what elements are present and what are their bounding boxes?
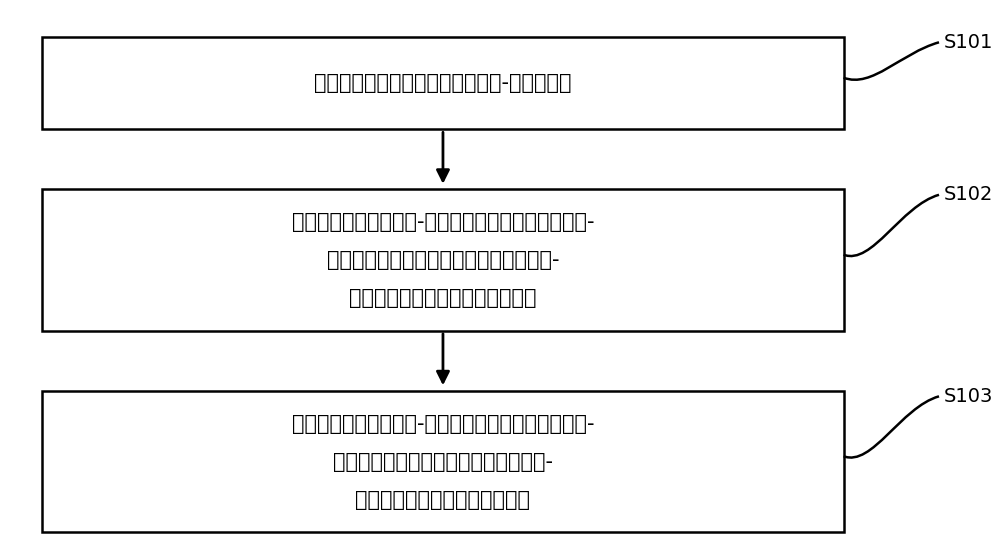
Bar	[42, 391, 844, 533]
Text: S102: S102	[944, 185, 993, 204]
Text: 组件映射关系以预设元结构存储: 组件映射关系以预设元结构存储	[355, 490, 530, 510]
Text: 基于获取的全堆芯棒束-子通道数据，构建堆芯级组件-: 基于获取的全堆芯棒束-子通道数据，构建堆芯级组件-	[292, 414, 594, 434]
Text: S101: S101	[944, 33, 993, 52]
Text: 获取待构建映射关系的全堆芯棒束-子通道数据: 获取待构建映射关系的全堆芯棒束-子通道数据	[314, 73, 572, 93]
Text: 子通道映射关系，并将构建的组件级棒束-: 子通道映射关系，并将构建的组件级棒束-	[327, 250, 559, 270]
Bar	[42, 37, 844, 129]
Text: 子通道映射关系以预设元结构存储: 子通道映射关系以预设元结构存储	[349, 288, 537, 308]
Text: 组件映射关系，并将构建的堆芯级组件-: 组件映射关系，并将构建的堆芯级组件-	[333, 452, 553, 472]
Text: 基于获取的全堆芯棒束-子通道数据，构建组件级棒束-: 基于获取的全堆芯棒束-子通道数据，构建组件级棒束-	[292, 212, 594, 232]
Bar	[42, 189, 844, 331]
Text: S103: S103	[944, 387, 993, 406]
